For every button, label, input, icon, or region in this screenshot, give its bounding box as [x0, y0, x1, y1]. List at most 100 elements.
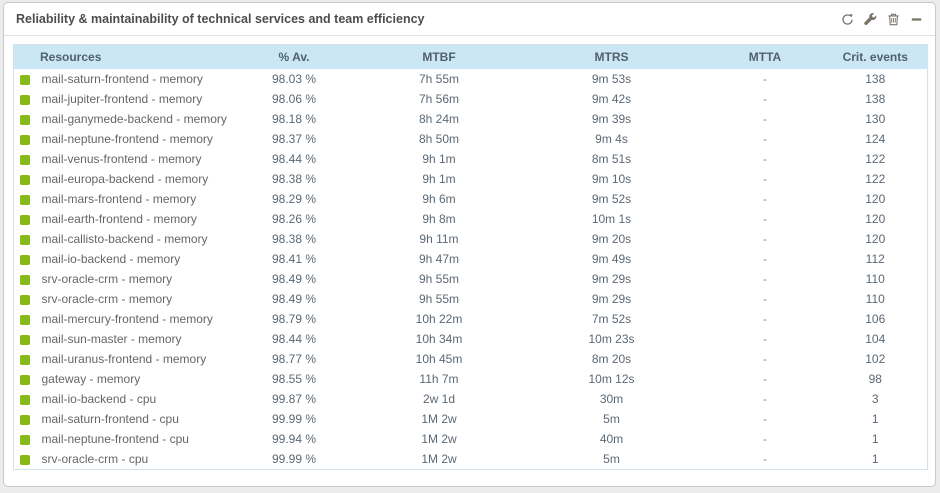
mtrs-value: 8m 20s — [591, 352, 632, 366]
resource-name[interactable]: mail-saturn-frontend - cpu — [41, 412, 179, 426]
resource-name[interactable]: mail-mercury-frontend - memory — [41, 312, 213, 326]
column-header-availability[interactable]: % Av. — [226, 44, 362, 69]
status-cell — [14, 229, 42, 249]
mtta-value: - — [763, 232, 767, 246]
mtta-value: - — [763, 332, 767, 346]
resource-name[interactable]: mail-neptune-frontend - memory — [41, 132, 213, 146]
resource-name[interactable]: mail-io-backend - cpu — [41, 392, 157, 406]
table-row[interactable]: mail-io-backend - cpu 99.87 % 2w 1d 30m - 3 — [14, 389, 928, 409]
mtbf-value: 7h 55m — [418, 72, 460, 86]
mtrs-value: 9m 53s — [591, 72, 632, 86]
resource-name[interactable]: srv-oracle-crm - memory — [41, 292, 173, 306]
mtrs-value: 9m 20s — [591, 232, 632, 246]
ok-status-icon — [20, 194, 30, 205]
status-cell — [14, 369, 42, 389]
resource-name[interactable]: mail-callisto-backend - memory — [41, 232, 208, 246]
mtrs-value: 5m — [603, 452, 620, 466]
ok-status-icon — [20, 434, 30, 445]
column-header-mtta[interactable]: MTTA — [706, 44, 824, 69]
resource-name[interactable]: mail-sun-master - memory — [41, 332, 182, 346]
wrench-icon[interactable] — [863, 12, 877, 26]
mtbf-value: 9h 1m — [422, 152, 456, 166]
table-row[interactable]: mail-callisto-backend - memory 98.38 % 9h … — [14, 229, 928, 249]
mtta-value: - — [763, 112, 767, 126]
ok-status-icon — [20, 114, 30, 125]
status-cell — [14, 69, 42, 89]
mtrs-value: 9m 4s — [595, 132, 628, 146]
mtta-value: - — [763, 132, 767, 146]
resource-name[interactable]: mail-io-backend - memory — [41, 252, 181, 266]
mtbf-value: 9h 55m — [418, 272, 460, 286]
availability-value: 98.06 % — [271, 92, 317, 106]
table-row[interactable]: mail-saturn-frontend - memory 98.03 % 7h 5… — [14, 69, 928, 89]
trash-icon[interactable] — [886, 12, 900, 26]
availability-value: 98.49 % — [271, 292, 317, 306]
mtbf-value: 1M 2w — [421, 452, 457, 466]
table-row[interactable]: mail-jupiter-frontend - memory 98.06 % 7h … — [14, 89, 928, 109]
resource-name[interactable]: mail-uranus-frontend - memory — [41, 352, 207, 366]
mtta-value: - — [763, 352, 767, 366]
availability-value: 99.87 % — [271, 392, 317, 406]
table-row[interactable]: mail-uranus-frontend - memory 98.77 % 10h … — [14, 349, 928, 369]
status-cell — [14, 209, 42, 229]
status-cell — [14, 429, 42, 449]
crit-events-value: 122 — [865, 152, 886, 166]
mtbf-value: 1M 2w — [421, 412, 457, 426]
table-row[interactable]: mail-sun-master - memory 98.44 % 10h 34m 10… — [14, 329, 928, 349]
table-row[interactable]: mail-io-backend - memory 98.41 % 9h 47m 9m … — [14, 249, 928, 269]
mtbf-value: 9h 11m — [419, 232, 459, 246]
table-row[interactable]: mail-venus-frontend - memory 98.44 % 9h 1m… — [14, 149, 928, 169]
column-header-mtbf[interactable]: MTBF — [361, 44, 517, 69]
table-row[interactable]: gateway - memory 98.55 % 11h 7m 10m 12s - 98 — [14, 369, 928, 389]
availability-value: 98.38 % — [271, 232, 317, 246]
resource-name[interactable]: gateway - memory — [41, 372, 141, 386]
column-header-resources[interactable]: Resources — [13, 44, 227, 69]
resource-name[interactable]: mail-europa-backend - memory — [41, 172, 209, 186]
resource-name[interactable]: mail-venus-frontend - memory — [41, 152, 202, 166]
table-row[interactable]: mail-saturn-frontend - cpu 99.99 % 1M 2w 5m… — [14, 409, 928, 429]
crit-events-value: 120 — [865, 192, 886, 206]
table-row[interactable]: mail-mars-frontend - memory 98.29 % 9h 6m 9… — [14, 189, 928, 209]
column-header-crit-events[interactable]: Crit. events — [823, 44, 928, 69]
table-row[interactable]: mail-ganymede-backend - memory 98.18 % 8h … — [14, 109, 928, 129]
mtrs-value: 9m 42s — [591, 92, 632, 106]
resource-name[interactable]: srv-oracle-crm - memory — [41, 272, 173, 286]
resource-name[interactable]: mail-jupiter-frontend - memory — [41, 92, 203, 106]
table-row[interactable]: mail-earth-frontend - memory 98.26 % 9h 8m… — [14, 209, 928, 229]
table-row[interactable]: mail-mercury-frontend - memory 98.79 % 10h… — [14, 309, 928, 329]
table-row[interactable]: srv-oracle-crm - memory 98.49 % 9h 55m 9m 2… — [14, 289, 928, 309]
mtbf-value: 11h 7m — [419, 372, 459, 386]
ok-status-icon — [20, 134, 30, 145]
ok-status-icon — [20, 214, 30, 225]
minimize-icon[interactable] — [909, 12, 923, 26]
widget-card: Reliability & maintainability of technic… — [3, 2, 936, 487]
mtta-value: - — [763, 192, 767, 206]
mtbf-value: 9h 47m — [418, 252, 460, 266]
mtrs-value: 9m 39s — [591, 112, 632, 126]
column-header-mtrs[interactable]: MTRS — [516, 44, 707, 69]
resource-name[interactable]: mail-neptune-frontend - cpu — [41, 432, 189, 446]
status-cell — [14, 109, 42, 129]
resource-name[interactable]: srv-oracle-crm - cpu — [41, 452, 149, 466]
mtrs-value: 10m 23s — [588, 332, 635, 346]
mtta-value: - — [763, 292, 767, 306]
status-cell — [14, 289, 42, 309]
table-row[interactable]: mail-neptune-frontend - cpu 99.94 % 1M 2w 4… — [14, 429, 928, 449]
crit-events-value: 138 — [865, 72, 886, 86]
crit-events-value: 124 — [865, 132, 886, 146]
widget-header: Reliability & maintainability of technic… — [4, 3, 935, 36]
resource-name[interactable]: mail-saturn-frontend - memory — [41, 72, 203, 86]
table-row[interactable]: mail-neptune-frontend - memory 98.37 % 8h … — [14, 129, 928, 149]
table-row[interactable]: srv-oracle-crm - memory 98.49 % 9h 55m 9m 2… — [14, 269, 928, 289]
mtbf-value: 7h 56m — [418, 92, 460, 106]
availability-value: 98.38 % — [271, 172, 317, 186]
status-cell — [14, 89, 42, 109]
resource-name[interactable]: mail-earth-frontend - memory — [41, 212, 197, 226]
resource-name[interactable]: mail-mars-frontend - memory — [41, 192, 197, 206]
crit-events-value: 122 — [865, 172, 886, 186]
resource-name[interactable]: mail-ganymede-backend - memory — [41, 112, 227, 126]
table-row[interactable]: srv-oracle-crm - cpu 99.99 % 1M 2w 5m - 1 — [14, 449, 928, 470]
crit-events-value: 110 — [865, 292, 885, 306]
refresh-icon[interactable] — [840, 12, 854, 26]
table-row[interactable]: mail-europa-backend - memory 98.38 % 9h 1m… — [14, 169, 928, 189]
